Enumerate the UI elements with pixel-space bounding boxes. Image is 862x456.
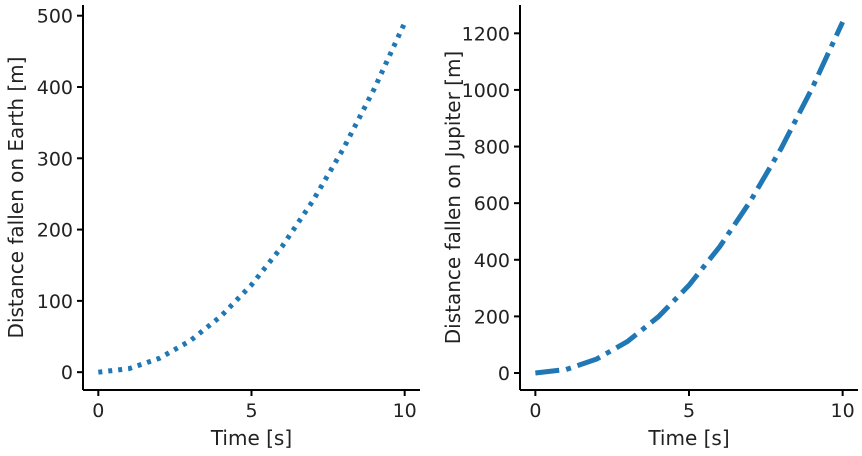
- earth-x-tick-label: 10: [393, 400, 417, 422]
- jupiter-y-tick-label: 1000: [462, 80, 510, 102]
- jupiter-x-axis-label: Time [s]: [647, 426, 729, 450]
- earth-x-tick-label: 5: [245, 400, 257, 422]
- earth-y-tick-label: 500: [37, 6, 73, 28]
- earth-distance-line: [98, 21, 407, 375]
- jupiter-y-ticks: 0 200 400 600 800 1000 1200: [462, 23, 520, 385]
- earth-y-ticks: 0 100 200 300 400 500: [37, 6, 83, 384]
- earth-y-tick-label: 200: [37, 220, 73, 242]
- jupiter-axes-spines: [519, 5, 858, 391]
- earth-y-tick-label: 400: [37, 77, 73, 99]
- jupiter-subplot: 0 5 10 0 200 400 600 800 1000 1200 Time [s] Dist…: [441, 5, 858, 450]
- earth-y-tick-label: 300: [37, 148, 73, 170]
- jupiter-y-tick-label: 800: [474, 137, 510, 159]
- jupiter-y-tick-label: 200: [474, 306, 510, 328]
- earth-y-tick-label: 100: [37, 291, 73, 313]
- jupiter-y-tick-label: 1200: [462, 23, 510, 45]
- jupiter-x-tick-label: 10: [831, 400, 855, 422]
- jupiter-y-axis-label: Distance fallen on Jupiter [m]: [441, 51, 465, 344]
- earth-x-ticks: 0 5 10: [92, 390, 417, 422]
- jupiter-x-tick-label: 0: [529, 400, 541, 422]
- jupiter-x-tick-label: 5: [683, 400, 695, 422]
- earth-x-tick-label: 0: [92, 400, 104, 422]
- earth-x-axis-label: Time [s]: [210, 426, 292, 450]
- jupiter-x-ticks: 0 5 10: [529, 390, 855, 422]
- earth-y-tick-label: 0: [61, 362, 73, 384]
- jupiter-series-path: [535, 20, 845, 376]
- earth-y-axis-label: Distance fallen on Earth [m]: [4, 57, 28, 339]
- earth-subplot: 0 5 10 0 100 200 300 400 500 Time [s] Distance …: [4, 5, 420, 450]
- jupiter-y-tick-label: 0: [498, 363, 510, 385]
- jupiter-y-tick-label: 600: [474, 193, 510, 215]
- jupiter-y-tick-label: 400: [474, 250, 510, 272]
- earth-series-path: [98, 21, 407, 375]
- earth-axes-spines: [82, 5, 420, 391]
- jupiter-distance-line: [535, 20, 845, 376]
